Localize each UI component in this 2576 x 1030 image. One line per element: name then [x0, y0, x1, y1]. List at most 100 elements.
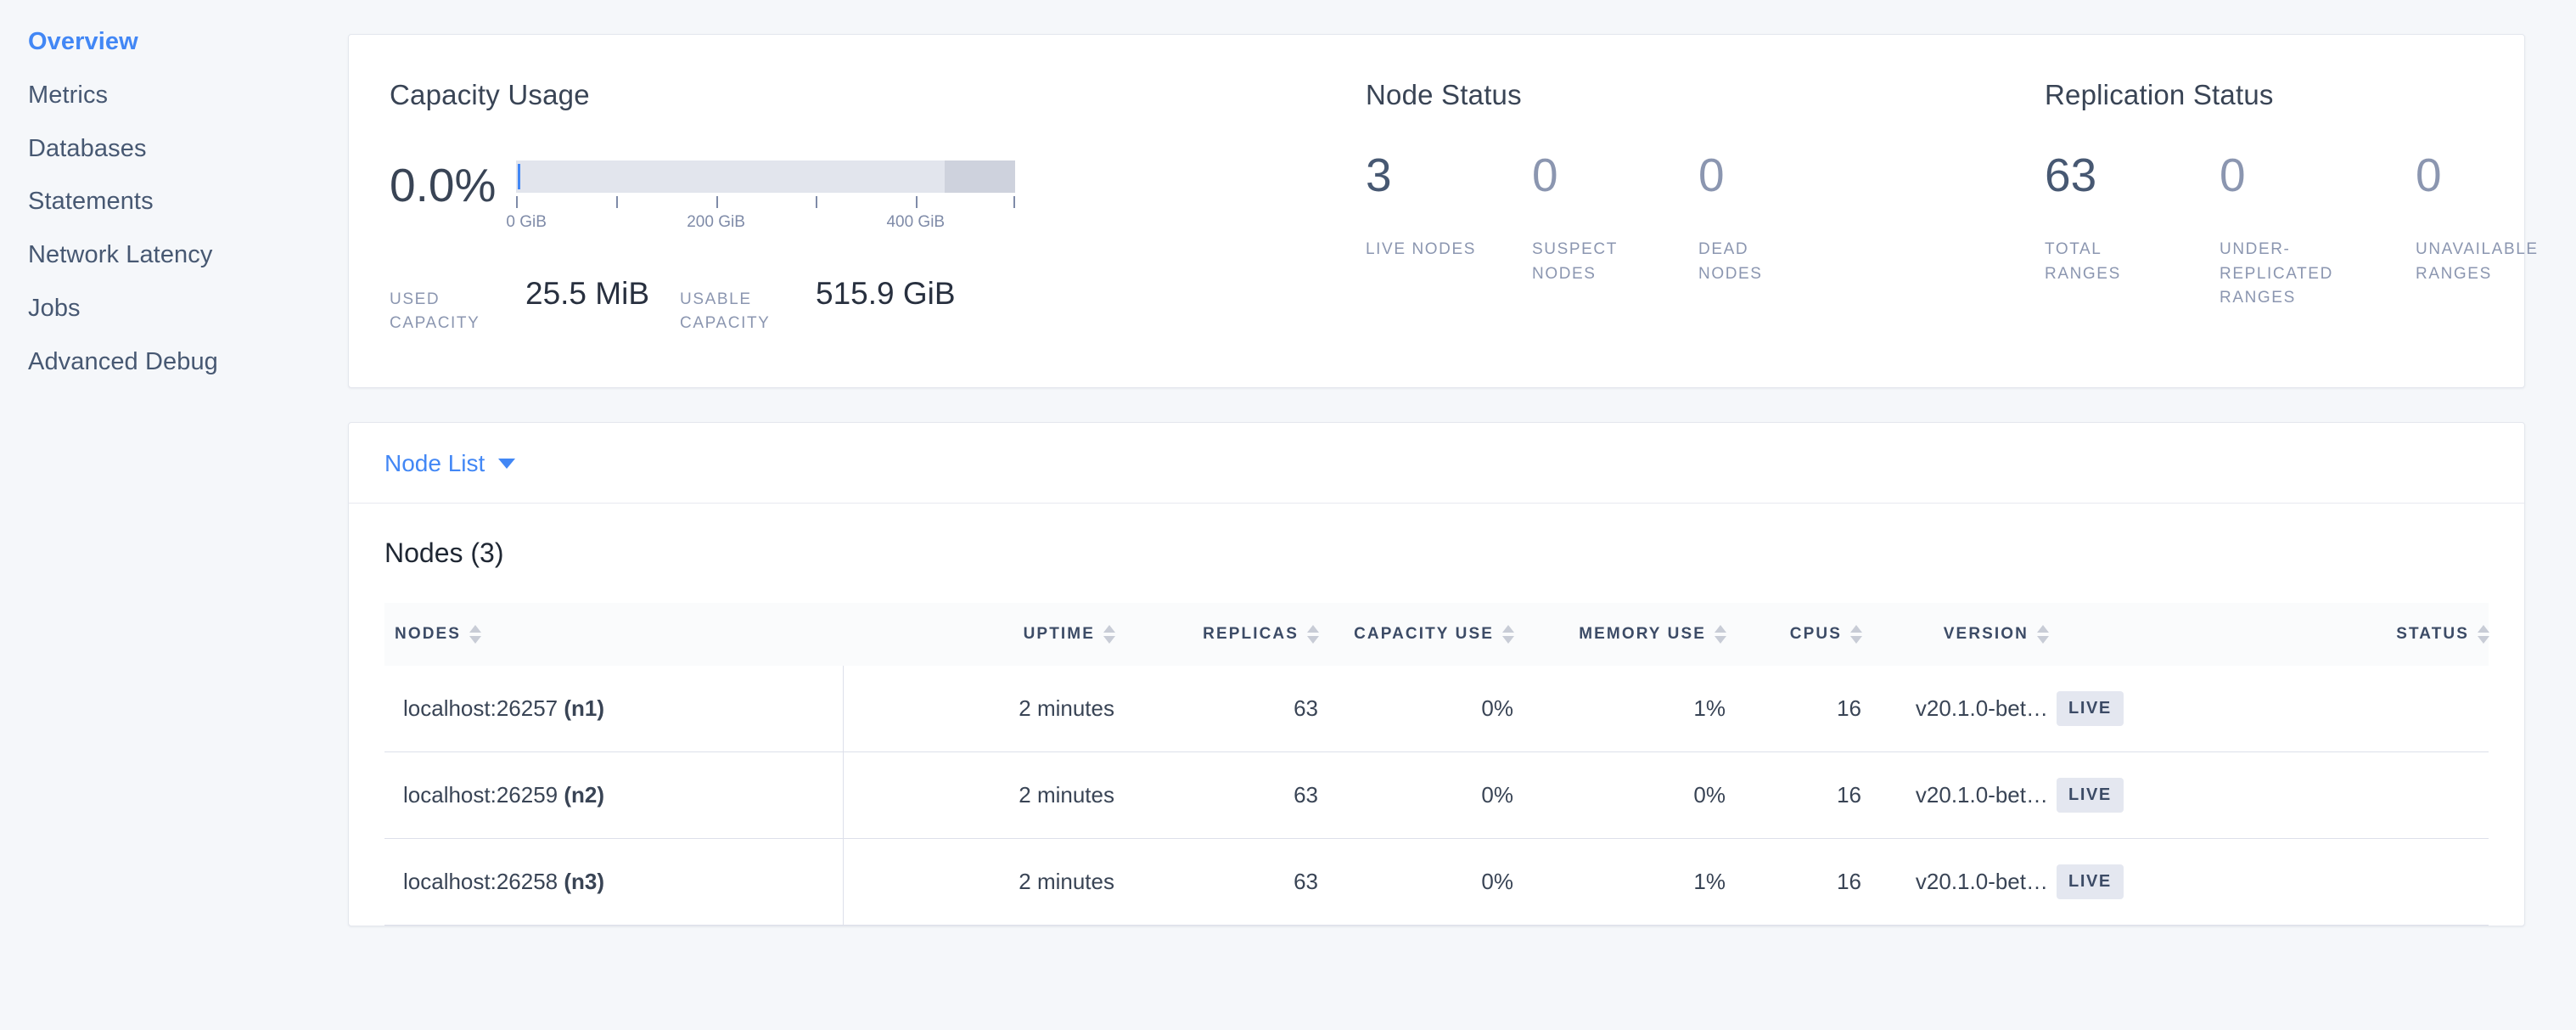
sort-icon[interactable]	[1502, 625, 1514, 644]
replication-status-stats: 63 TOTAL RANGES 0 UNDER- REPLICATED RANG…	[2045, 152, 2564, 311]
capacity-axis-label-0: 0 GiB	[506, 213, 547, 231]
sort-icon[interactable]	[2037, 625, 2049, 644]
node-uptime-cell: 2 minutes	[843, 838, 1114, 926]
node-capacity-use-cell: 0%	[1318, 666, 1513, 753]
suspect-nodes-value: 0	[1532, 149, 1558, 201]
under-replicated-ranges-stat: 0 UNDER- REPLICATED RANGES	[2220, 152, 2368, 311]
used-capacity-stat: USED CAPACITY 25.5 MiB	[390, 276, 649, 335]
total-ranges-value: 63	[2045, 149, 2097, 201]
live-nodes-value: 3	[1366, 149, 1392, 201]
node-cpus-cell: 16	[1726, 838, 1861, 926]
column-header-status[interactable]: STATUS	[2048, 603, 2489, 666]
capacity-bar-reserved	[944, 160, 1016, 193]
column-header-cpus[interactable]: CPUS	[1726, 603, 1862, 666]
node-memory-use-cell: 1%	[1513, 666, 1726, 753]
column-header-uptime[interactable]: UPTIME	[843, 603, 1115, 666]
column-header-nodes[interactable]: NODES	[384, 603, 843, 666]
status-badge: LIVE	[2057, 778, 2124, 813]
capacity-percent-value: 0.0%	[390, 159, 497, 211]
sort-icon[interactable]	[1307, 625, 1319, 644]
node-memory-use-cell: 0%	[1513, 751, 1726, 840]
capacity-bar-used-indicator	[518, 164, 521, 189]
sidebar-item-statements[interactable]: Statements	[28, 188, 154, 216]
capacity-stats: USED CAPACITY 25.5 MiB USABLE CAPACITY 5…	[390, 276, 1284, 335]
main-content: Capacity Usage 0.0% 0 GiB	[348, 0, 2576, 927]
node-status-cell: LIVE	[2048, 751, 2489, 840]
dead-nodes-value: 0	[1698, 149, 1725, 201]
status-badge: LIVE	[2057, 864, 2124, 900]
dead-nodes-stat: 0 DEAD NODES	[1698, 152, 1817, 286]
node-list-card: Node List Nodes (3) NODES	[348, 422, 2525, 927]
column-header-version[interactable]: VERSION	[1861, 603, 2049, 666]
total-ranges-label: TOTAL RANGES	[2045, 240, 2121, 283]
usable-capacity-value: 515.9 GiB	[816, 276, 956, 311]
node-status-title: Node Status	[1366, 79, 1522, 110]
node-replicas-cell: 63	[1114, 838, 1318, 926]
suspect-nodes-stat: 0 SUSPECT NODES	[1532, 152, 1651, 286]
sort-icon[interactable]	[1103, 625, 1115, 644]
column-header-replicas[interactable]: REPLICAS	[1114, 603, 1319, 666]
table-row[interactable]: localhost:26259 (n2) 2 minutes 63 0% 0% …	[384, 751, 2489, 840]
node-version-cell: v20.1.0-bet…	[1861, 751, 2048, 840]
live-nodes-stat: 3 LIVE NODES	[1366, 152, 1484, 286]
replication-status-title: Replication Status	[2045, 79, 2274, 110]
node-list-body: Nodes (3) NODES UPTIME	[349, 504, 2524, 926]
capacity-axis-label-400: 400 GiB	[886, 213, 946, 231]
capacity-usage-section: Capacity Usage 0.0% 0 GiB	[349, 79, 1325, 335]
node-status-cell: LIVE	[2048, 838, 2489, 926]
under-replicated-ranges-value: 0	[2220, 149, 2246, 201]
node-address-cell[interactable]: localhost:26257 (n1)	[384, 666, 844, 753]
used-capacity-label: USED CAPACITY	[390, 290, 480, 332]
sidebar-item-overview[interactable]: Overview	[28, 28, 138, 55]
column-header-memory-use[interactable]: MEMORY USE	[1513, 603, 1726, 666]
node-capacity-use-cell: 0%	[1318, 751, 1513, 840]
capacity-axis-labels: 0 GiB 200 GiB 400 GiB	[506, 213, 1015, 232]
node-address-cell[interactable]: localhost:26259 (n2)	[384, 751, 844, 840]
live-nodes-label: LIVE NODES	[1366, 240, 1477, 258]
sidebar-item-metrics[interactable]: Metrics	[28, 81, 109, 109]
sort-icon[interactable]	[1850, 625, 1862, 644]
used-capacity-value: 25.5 MiB	[525, 276, 650, 311]
nodes-count-heading: Nodes (3)	[384, 538, 504, 569]
sort-icon[interactable]	[1715, 625, 1726, 644]
sort-icon[interactable]	[2478, 625, 2489, 644]
sidebar-item-databases[interactable]: Databases	[28, 134, 147, 162]
replication-status-section: Replication Status 63 TOTAL RANGES 0 UND…	[2004, 79, 2576, 335]
unavailable-ranges-value: 0	[2416, 149, 2442, 201]
node-version-cell: v20.1.0-bet…	[1861, 838, 2048, 926]
dead-nodes-label: DEAD NODES	[1698, 240, 1763, 283]
usable-capacity-stat: USABLE CAPACITY 515.9 GiB	[680, 276, 956, 335]
suspect-nodes-label: SUSPECT NODES	[1532, 240, 1618, 283]
sidebar-item-network-latency[interactable]: Network Latency	[28, 241, 213, 269]
table-row[interactable]: localhost:26258 (n3) 2 minutes 63 0% 1% …	[384, 838, 2489, 926]
total-ranges-stat: 63 TOTAL RANGES	[2045, 152, 2172, 311]
node-version-cell: v20.1.0-bet…	[1861, 666, 2048, 753]
node-list-dropdown[interactable]: Node List	[384, 450, 516, 477]
node-list-header: Node List	[349, 423, 2524, 504]
capacity-bar-chart: 0 GiB 200 GiB 400 GiB	[506, 152, 1016, 232]
node-replicas-cell: 63	[1114, 666, 1318, 753]
cluster-summary-card: Capacity Usage 0.0% 0 GiB	[348, 34, 2537, 389]
sidebar-item-jobs[interactable]: Jobs	[28, 294, 81, 322]
node-replicas-cell: 63	[1114, 751, 1318, 840]
node-status-cell: LIVE	[2048, 666, 2489, 753]
node-address-cell[interactable]: localhost:26258 (n3)	[384, 838, 844, 926]
capacity-chart-row: 0.0% 0 GiB 200 GiB 400	[390, 152, 1284, 232]
nodes-table: NODES UPTIME REPLICAS	[384, 603, 2489, 926]
sidebar-item-advanced-debug[interactable]: Advanced Debug	[28, 347, 218, 375]
node-capacity-use-cell: 0%	[1318, 838, 1513, 926]
table-row[interactable]: localhost:26257 (n1) 2 minutes 63 0% 1% …	[384, 666, 2489, 753]
column-header-capacity-use[interactable]: CAPACITY USE	[1318, 603, 1514, 666]
unavailable-ranges-label: UNAVAILABLE RANGES	[2416, 240, 2539, 283]
node-uptime-cell: 2 minutes	[843, 751, 1114, 840]
unavailable-ranges-stat: 0 UNAVAILABLE RANGES	[2416, 152, 2564, 311]
node-status-stats: 3 LIVE NODES 0 SUSPECT NODES 0 DEAD NODE…	[1366, 152, 1963, 286]
node-cpus-cell: 16	[1726, 666, 1861, 753]
under-replicated-ranges-label: UNDER- REPLICATED RANGES	[2220, 240, 2333, 307]
sidebar: Overview Metrics Databases Statements Ne…	[0, 0, 348, 389]
capacity-axis-ticks	[516, 196, 1016, 210]
capacity-bar-track	[516, 160, 1016, 193]
capacity-usage-title: Capacity Usage	[390, 79, 590, 110]
sort-icon[interactable]	[469, 625, 482, 644]
